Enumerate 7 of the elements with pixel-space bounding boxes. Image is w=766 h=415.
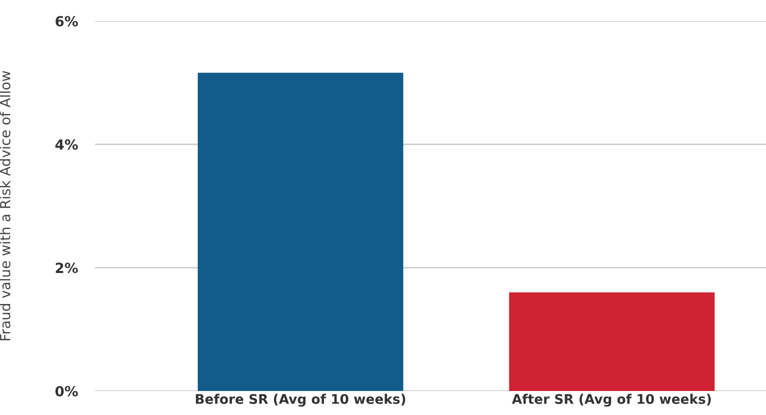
x-tick-label: After SR (Avg of 10 weeks) [512, 394, 711, 407]
x-tick-label: Before SR (Avg of 10 weeks) [196, 394, 406, 407]
y-axis-title: Fraud value with a Risk Advice of Allow [0, 70, 10, 340]
y-tick-label: 6% [56, 16, 78, 26]
y-tick-label: 2% [56, 262, 78, 274]
y-tick-label: 0% [55, 386, 78, 396]
y-tick-label: 4% [55, 139, 78, 150]
